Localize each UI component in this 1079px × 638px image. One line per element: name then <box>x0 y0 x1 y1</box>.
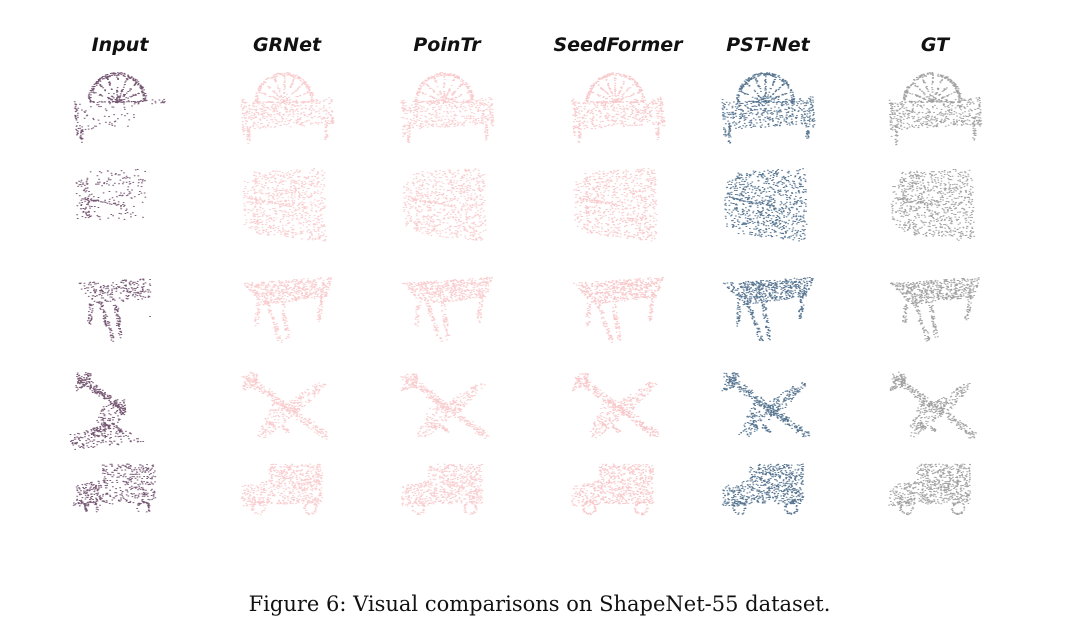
point-cloud-bench-grnet <box>222 64 352 152</box>
point-cloud-cabinet-seedformer <box>553 162 683 250</box>
point-samples <box>242 168 327 242</box>
point-cloud-cabinet-input <box>55 162 185 250</box>
point-cloud-airplane-gt <box>870 364 1000 452</box>
point-cloud-airplane-grnet <box>222 364 352 452</box>
point-cloud-airplane-seedformer <box>553 364 683 452</box>
point-cloud-table-seedformer <box>553 261 683 349</box>
point-cloud-truck-input <box>55 446 185 534</box>
point-cloud-airplane-pointr <box>382 364 512 452</box>
point-cloud-truck-gt <box>870 446 1000 534</box>
point-samples <box>241 371 328 440</box>
column-header-grnet: GRNet <box>252 34 322 56</box>
point-cloud-table-pointr <box>382 261 512 349</box>
figure-caption: Figure 6: Visual comparisons on ShapeNet… <box>248 592 831 616</box>
point-cloud-bench-input <box>55 64 185 152</box>
point-samples <box>400 72 495 143</box>
point-cloud-cabinet-pst-net <box>703 162 833 250</box>
point-samples <box>243 277 333 343</box>
point-cloud-table-grnet <box>222 261 352 349</box>
point-samples <box>721 463 805 515</box>
column-header-pst-net: PST-Net <box>726 34 810 56</box>
point-cloud-bench-pointr <box>382 64 512 152</box>
point-cloud-table-pst-net <box>703 261 833 349</box>
point-samples <box>888 463 972 516</box>
point-cloud-truck-pointr <box>382 446 512 534</box>
point-samples <box>402 168 487 241</box>
point-cloud-cabinet-gt <box>870 162 1000 250</box>
point-samples <box>888 72 983 146</box>
point-samples <box>571 72 666 143</box>
point-cloud-table-input <box>55 261 185 349</box>
point-samples <box>401 463 484 516</box>
point-samples <box>889 371 978 439</box>
point-samples <box>890 169 976 241</box>
point-cloud-table-gt <box>870 261 1000 349</box>
point-cloud-cabinet-grnet <box>222 162 352 250</box>
point-samples <box>721 372 811 438</box>
column-header-input: Input <box>91 34 149 56</box>
point-samples <box>72 463 157 513</box>
point-samples <box>572 276 664 343</box>
point-samples <box>400 373 490 439</box>
column-header-gt: GT <box>920 34 950 56</box>
point-samples <box>571 372 660 439</box>
point-cloud-cabinet-pointr <box>382 162 512 250</box>
point-samples <box>890 277 980 342</box>
point-cloud-bench-gt <box>870 64 1000 152</box>
point-samples <box>402 276 493 342</box>
point-samples <box>240 463 324 516</box>
point-samples <box>240 72 335 144</box>
point-samples <box>69 372 145 450</box>
point-samples <box>571 463 655 516</box>
point-samples <box>721 72 816 144</box>
point-samples <box>73 72 166 143</box>
point-cloud-airplane-pst-net <box>703 364 833 452</box>
point-cloud-truck-grnet <box>222 446 352 534</box>
point-cloud-truck-pst-net <box>703 446 833 534</box>
point-cloud-truck-seedformer <box>553 446 683 534</box>
point-cloud-airplane-input <box>55 364 185 452</box>
point-samples <box>75 169 147 220</box>
point-samples <box>722 277 814 342</box>
point-cloud-bench-seedformer <box>553 64 683 152</box>
point-samples <box>573 168 658 242</box>
point-samples <box>78 278 152 342</box>
column-header-seedformer: SeedFormer <box>553 34 683 56</box>
point-samples <box>724 168 808 242</box>
column-header-pointr: PoinTr <box>413 34 481 56</box>
point-cloud-bench-pst-net <box>703 64 833 152</box>
